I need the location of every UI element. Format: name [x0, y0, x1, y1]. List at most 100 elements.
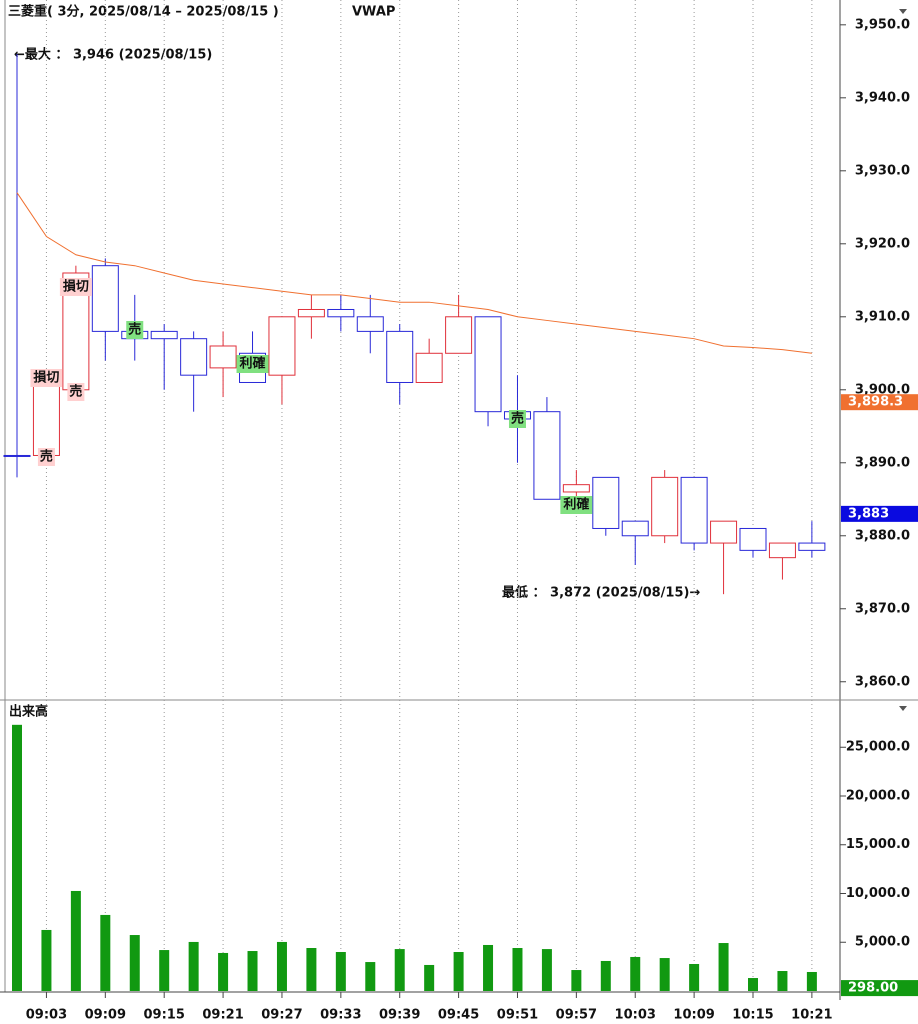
x-tick-label: 09:09 [85, 1008, 126, 1023]
volume-bar [306, 948, 317, 991]
y-tick-label: 3,890.0 [855, 455, 910, 470]
candle-body [445, 316, 473, 354]
x-tick-label: 09:33 [320, 1008, 361, 1023]
y-tick-label: 3,860.0 [855, 674, 910, 689]
max-label: ←最大 ： 3,946 (2025/08/15) [14, 47, 212, 63]
candle-body [533, 411, 561, 500]
x-tick-label: 09:27 [261, 1008, 302, 1023]
volume-bar [247, 951, 258, 991]
y-tick-label: 25,000.0 [846, 740, 910, 755]
x-tick-label: 09:39 [379, 1008, 420, 1023]
y-tick-label: 3,880.0 [855, 528, 910, 543]
price-tag-label: 298.00 [848, 981, 898, 996]
candle-body [651, 476, 679, 537]
price-tag [841, 980, 918, 997]
trade-marker [30, 369, 63, 387]
x-tick-label: 10:15 [732, 1008, 773, 1023]
volume-bar [748, 978, 758, 991]
y-tick-label: 3,930.0 [855, 163, 910, 178]
candle-body [356, 316, 384, 332]
dropdown-icon[interactable] [899, 9, 907, 14]
candle-body [150, 330, 178, 340]
candle-body [621, 520, 649, 537]
volume-bar [512, 948, 523, 991]
candle-body [180, 338, 208, 376]
trade-marker-label: 売 [511, 411, 524, 427]
trade-marker [59, 278, 92, 296]
y-tick-label: 3,900.0 [855, 382, 910, 397]
dropdown-icon[interactable] [899, 706, 907, 711]
vwap-line [16, 192, 812, 354]
volume-bar [70, 890, 81, 991]
volume-bar [483, 944, 494, 991]
x-tick-label: 09:45 [438, 1008, 479, 1023]
candle-body [680, 476, 708, 544]
price-tag [841, 505, 918, 522]
trade-marker-label: 売 [40, 449, 53, 465]
x-tick-label: 10:21 [791, 1008, 832, 1023]
x-tick-label: 09:15 [144, 1008, 185, 1023]
trade-marker [126, 321, 144, 339]
trade-marker-label: 売 [69, 384, 82, 400]
volume-bar [41, 929, 52, 991]
candle-body [592, 476, 620, 529]
candle-body [32, 381, 60, 456]
volume-bar [718, 943, 729, 991]
volume-bar [453, 951, 464, 991]
volume-bar [188, 941, 199, 991]
x-tick-label: 09:03 [26, 1008, 67, 1023]
volume-bar [571, 970, 582, 991]
y-tick-label: 3,950.0 [855, 17, 910, 32]
candle-body [415, 352, 443, 383]
candle-body [3, 454, 31, 457]
trade-marker-label: 利確 [563, 497, 589, 513]
volume-bar [541, 949, 552, 991]
volume-title: 出来高 [9, 704, 48, 720]
volume-bar [335, 951, 346, 991]
candle-body [209, 345, 237, 369]
volume-bar [394, 949, 405, 991]
trade-marker-label: 損切 [33, 370, 59, 386]
volume-bar [777, 971, 788, 991]
trade-marker [508, 410, 526, 428]
volume-bar [424, 964, 435, 991]
y-tick-label: 3,940.0 [855, 90, 910, 105]
trade-marker-label: 利確 [240, 356, 266, 372]
x-tick-label: 09:57 [556, 1008, 597, 1023]
trade-marker-label: 売 [128, 322, 141, 338]
candle-body [710, 520, 738, 544]
trade-marker [67, 383, 85, 401]
candle-body [386, 330, 414, 383]
y-tick-label: 15,000.0 [846, 837, 910, 852]
volume-bar [218, 952, 229, 991]
y-tick-label: 20,000.0 [846, 788, 910, 803]
candle-body [739, 527, 767, 551]
indicator-label: VWAP [352, 5, 395, 20]
candle-body [562, 484, 590, 493]
x-tick-label: 10:03 [615, 1008, 656, 1023]
volume-bar [12, 724, 22, 991]
volume-bar [806, 971, 817, 991]
candle-body [268, 316, 296, 376]
price-tag-label: 3,898.3 [848, 395, 903, 410]
volume-bar [100, 914, 111, 991]
trade-marker [236, 355, 269, 373]
trade-marker [37, 448, 55, 466]
volume-bar [365, 962, 376, 991]
y-tick-label: 3,870.0 [855, 601, 910, 616]
x-tick-label: 09:21 [202, 1008, 243, 1023]
price-tag-label: 3,883 [848, 506, 889, 521]
candle-body [297, 308, 325, 318]
candle-body [91, 265, 119, 332]
y-tick-label: 3,920.0 [855, 236, 910, 251]
candle-body [768, 542, 796, 559]
y-tick-label: 10,000.0 [846, 886, 910, 901]
volume-bar [659, 958, 670, 991]
x-tick-label: 09:51 [497, 1008, 538, 1023]
chart-title: 三菱重( 3分, 2025/08/14 – 2025/08/15 ) [8, 4, 279, 20]
volume-bar [630, 956, 641, 991]
volume-bar [600, 960, 611, 991]
volume-bar [159, 950, 170, 991]
candle-body [474, 316, 502, 413]
